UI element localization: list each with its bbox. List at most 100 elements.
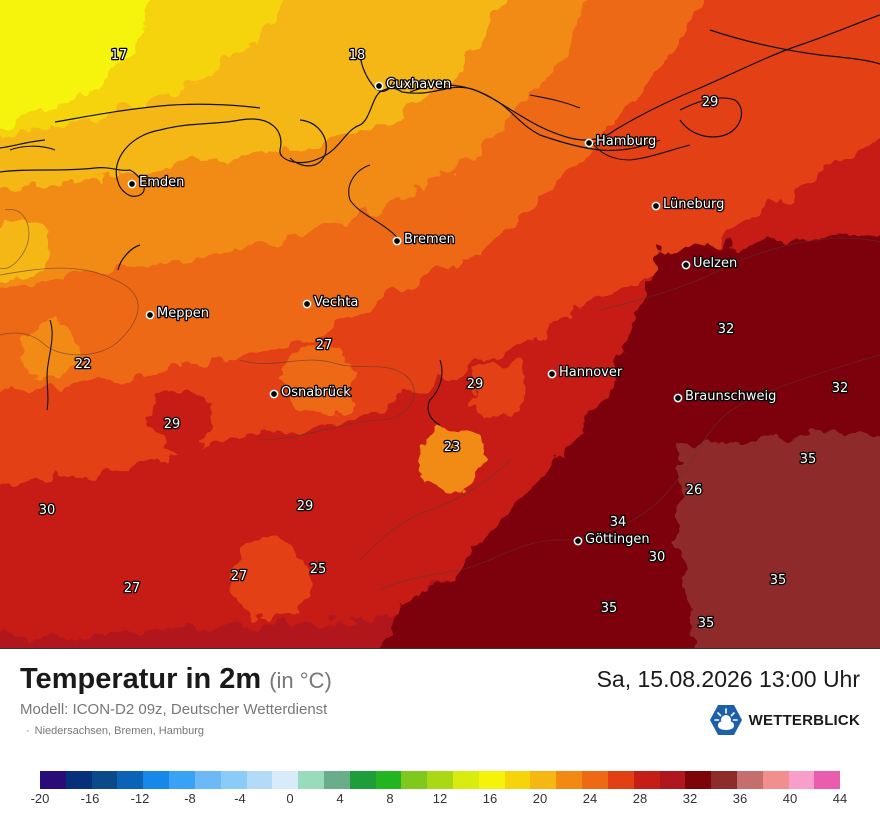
temperature-value-label: 27 xyxy=(124,581,141,596)
legend-tick-label: 44 xyxy=(832,791,848,806)
legend-swatch xyxy=(504,771,531,789)
city-label: Bremen xyxy=(404,232,455,247)
temperature-value-label: 30 xyxy=(649,550,666,565)
forecast-datetime: Sa, 15.08.2026 13:00 Uhr xyxy=(596,666,860,692)
city-label: Vechta xyxy=(314,295,358,310)
legend-swatch xyxy=(117,771,144,789)
temperature-value-label: 25 xyxy=(310,562,327,577)
legend-swatch xyxy=(220,771,247,789)
legend-swatch xyxy=(194,771,221,789)
city-marker-dot xyxy=(145,310,155,320)
legend-tick-label: -20 xyxy=(30,791,50,806)
temperature-value-label: 29 xyxy=(702,95,719,110)
legend-swatch xyxy=(453,771,479,789)
legend-swatch xyxy=(246,771,273,789)
temperature-fill xyxy=(0,0,880,648)
footer-panel: Temperatur in 2m (in °C) Sa, 15.08.2026 1… xyxy=(0,649,880,830)
city-markers: Cuxhaven Hamburg Emden Lüneburg Bremen Uelzen… xyxy=(127,76,778,548)
legend-tick-label: 40 xyxy=(782,791,798,806)
temperature-value-label: 35 xyxy=(770,573,787,588)
legend-tick-label: -12 xyxy=(130,791,150,806)
coastline xyxy=(0,14,880,271)
legend-tick-label: 8 xyxy=(386,791,394,806)
legend-swatch xyxy=(762,771,789,789)
map-title: Temperatur in 2m (in °C) xyxy=(20,663,332,696)
city-label: Meppen xyxy=(157,306,209,321)
legend-swatch xyxy=(143,771,170,789)
legend-swatch xyxy=(272,771,299,789)
legend-swatch xyxy=(582,771,608,789)
city-marker-dot xyxy=(392,236,402,246)
city-marker-dot xyxy=(573,536,583,546)
legend-tick-label: -4 xyxy=(234,791,246,806)
region-info: · Niedersachsen, Bremen, Hamburg xyxy=(26,725,204,737)
legend-swatch xyxy=(298,771,324,789)
city-label: Braunschweig xyxy=(685,389,776,404)
legend-swatch xyxy=(401,771,428,789)
legend-swatch xyxy=(40,771,66,789)
city-marker-dot xyxy=(269,389,279,399)
temperature-value-label: 18 xyxy=(349,48,366,63)
city-uelzen: Uelzen xyxy=(681,255,738,272)
city-label: Uelzen xyxy=(693,256,737,271)
sun-cloud-logo-icon xyxy=(709,705,742,735)
city-label: Emden xyxy=(139,175,184,190)
legend-color-bar xyxy=(40,771,841,789)
legend-swatch xyxy=(814,771,841,789)
temperature-value-label: 29 xyxy=(467,377,484,392)
legend-swatch xyxy=(349,771,376,789)
legend-swatch xyxy=(556,771,583,789)
brand-name: WETTERBLICK xyxy=(748,711,860,729)
legend-swatch xyxy=(530,771,557,789)
city-osnabr-ck: Osnabrück xyxy=(269,384,352,401)
temperature-value-label: 32 xyxy=(718,322,735,337)
city-marker-dot xyxy=(681,260,691,270)
city-g-ttingen: Göttingen xyxy=(573,531,651,548)
city-label: Göttingen xyxy=(585,532,650,547)
legend-tick-labels: -20 -16 -12 -8 -4 0 4 8 12 16 20 24 28 32 36 40 44 xyxy=(31,791,848,811)
city-marker-dot xyxy=(584,138,594,148)
city-cuxhaven: Cuxhaven xyxy=(374,76,452,93)
temperature-value-label: 29 xyxy=(297,499,314,514)
legend-swatch xyxy=(169,771,195,789)
temperature-value-label: 27 xyxy=(231,569,248,584)
legend-swatch xyxy=(478,771,505,789)
brand-logo-block[interactable]: WETTERBLICK xyxy=(709,704,860,736)
legend-swatch xyxy=(91,771,118,789)
city-marker-dot xyxy=(673,393,683,403)
map-title-text: Temperatur in 2m xyxy=(20,663,262,695)
temperature-value-label: 35 xyxy=(698,616,715,631)
legend-swatch xyxy=(323,771,350,789)
city-hannover: Hannover xyxy=(547,364,624,381)
city-marker-dot xyxy=(374,81,384,91)
city-hamburg: Hamburg xyxy=(584,133,658,150)
color-legend: -20 -16 -12 -8 -4 0 4 8 12 16 20 24 28 32 36 40 44 xyxy=(31,771,848,821)
model-info: Modell: ICON-D2 09z, Deutscher Wetterdie… xyxy=(20,701,328,718)
map-canvas: Cuxhaven Hamburg Emden Lüneburg Bremen Uelzen… xyxy=(0,0,880,648)
temperature-value-label: 23 xyxy=(444,440,461,455)
legend-tick-label: -16 xyxy=(80,791,100,806)
legend-tick-label: 36 xyxy=(732,791,748,806)
unit-label: (in °C) xyxy=(269,668,332,693)
temperature-value-label: 30 xyxy=(39,503,56,518)
city-marker-dot xyxy=(302,299,312,309)
legend-swatch xyxy=(788,771,815,789)
temperature-value-label: 35 xyxy=(800,452,817,467)
legend-tick-label: 12 xyxy=(432,791,448,806)
city-label: Cuxhaven xyxy=(386,77,451,92)
legend-tick-label: 0 xyxy=(286,791,294,806)
city-l-neburg: Lüneburg xyxy=(651,196,726,213)
legend-swatch xyxy=(659,771,686,789)
legend-swatch xyxy=(633,771,660,789)
city-marker-dot xyxy=(127,179,137,189)
state-borders xyxy=(0,208,880,591)
legend-tick-label: 32 xyxy=(682,791,698,806)
legend-swatch xyxy=(427,771,453,789)
temperature-value-label: 26 xyxy=(686,483,703,498)
temperature-value-label: 35 xyxy=(601,601,618,616)
legend-swatch xyxy=(711,771,737,789)
legend-swatch xyxy=(685,771,712,789)
temperature-map: Cuxhaven Hamburg Emden Lüneburg Bremen Uelzen… xyxy=(0,0,880,649)
legend-swatch xyxy=(736,771,763,789)
city-label: Lüneburg xyxy=(663,197,724,212)
